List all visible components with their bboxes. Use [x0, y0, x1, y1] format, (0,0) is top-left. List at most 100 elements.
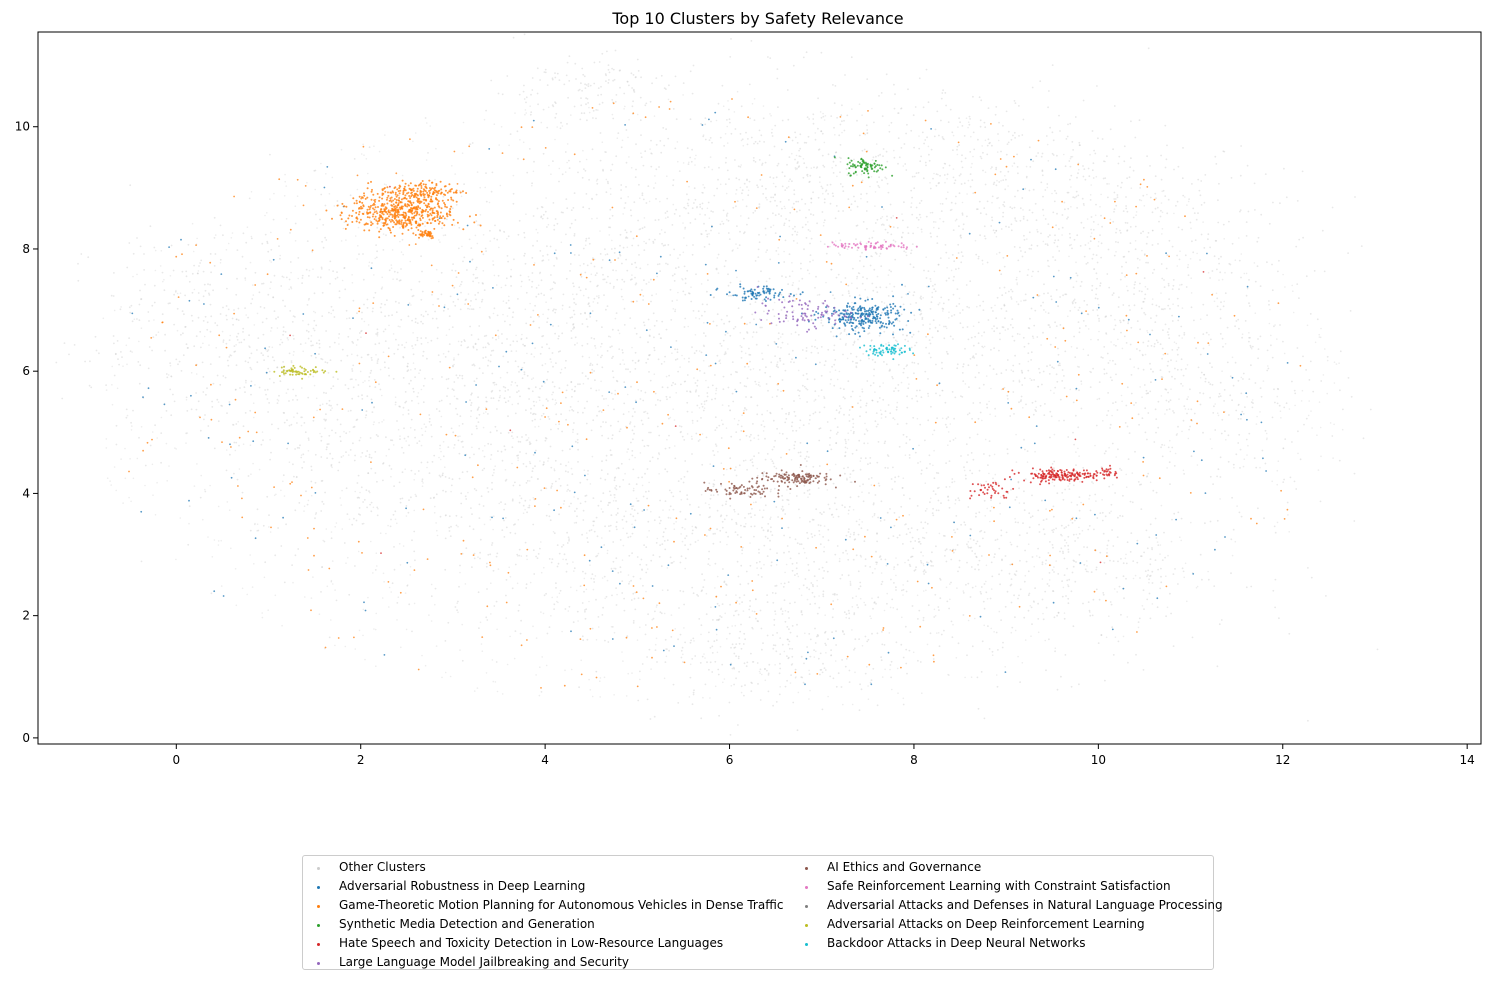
- other-clusters-point: [575, 521, 578, 524]
- other-clusters-point: [701, 303, 704, 306]
- other-clusters-point: [602, 492, 605, 495]
- other-clusters-point: [476, 409, 479, 411]
- other-clusters-point: [1165, 158, 1168, 161]
- other-clusters-point: [691, 586, 694, 589]
- other-clusters-point: [805, 216, 807, 219]
- other-clusters-point: [351, 340, 354, 343]
- other-clusters-point: [959, 234, 962, 237]
- other-clusters-point: [844, 472, 846, 475]
- other-clusters-point: [459, 564, 461, 567]
- other-clusters-point: [866, 380, 869, 382]
- other-clusters-point: [1046, 365, 1048, 368]
- other-clusters-point: [520, 337, 523, 340]
- other-clusters-point: [841, 630, 844, 632]
- other-clusters-point: [940, 296, 943, 299]
- other-clusters-point: [681, 526, 684, 529]
- other-clusters-point: [813, 166, 815, 169]
- other-clusters-point: [712, 619, 714, 621]
- other-clusters-point: [725, 531, 728, 534]
- other-clusters-point: [672, 184, 674, 187]
- other-clusters-point: [263, 359, 265, 361]
- other-clusters-point: [977, 294, 980, 296]
- other-clusters-point: [511, 316, 514, 319]
- other-clusters-point: [1086, 546, 1089, 549]
- other-clusters-point: [641, 510, 644, 512]
- other-clusters-point: [701, 405, 704, 408]
- other-clusters-point: [746, 178, 748, 181]
- other-clusters-point: [184, 294, 187, 297]
- other-clusters-point: [1037, 547, 1039, 550]
- other-clusters-point: [905, 169, 908, 171]
- other-clusters-point: [905, 435, 908, 438]
- other-clusters-point: [741, 601, 743, 603]
- other-clusters-point: [806, 586, 808, 589]
- other-clusters-point: [883, 330, 886, 333]
- other-clusters-point: [542, 412, 545, 415]
- other-clusters-point: [904, 338, 907, 341]
- other-clusters-point: [584, 572, 587, 575]
- other-clusters-point: [355, 419, 358, 421]
- other-clusters-point: [641, 289, 643, 291]
- other-clusters-point: [767, 672, 770, 675]
- other-clusters-point: [514, 532, 517, 535]
- other-clusters-point: [1062, 550, 1064, 553]
- other-clusters-point: [279, 380, 282, 383]
- other-clusters-point: [987, 107, 990, 109]
- other-clusters-point: [684, 282, 687, 285]
- other-clusters-point: [1058, 250, 1061, 252]
- other-clusters-point: [949, 549, 952, 551]
- other-clusters-point: [448, 477, 451, 479]
- other-clusters-point: [572, 428, 574, 431]
- other-clusters-point: [339, 435, 342, 438]
- other-clusters-point: [671, 300, 674, 302]
- other-clusters-point: [857, 533, 860, 536]
- other-clusters-point: [790, 674, 792, 676]
- other-clusters-point: [1004, 555, 1007, 557]
- other-clusters-point: [1113, 198, 1116, 200]
- other-clusters-point: [999, 332, 1001, 335]
- other-clusters-point: [692, 693, 695, 696]
- other-clusters-point: [237, 319, 240, 321]
- other-clusters-point: [638, 183, 640, 186]
- other-clusters-point: [1024, 187, 1027, 190]
- other-clusters-point: [958, 117, 960, 120]
- other-clusters-point: [787, 413, 790, 416]
- other-clusters-point: [199, 262, 202, 264]
- other-clusters-point: [964, 347, 966, 350]
- other-clusters-point: [1002, 256, 1005, 259]
- other-clusters-point: [806, 646, 808, 648]
- other-clusters-point: [636, 556, 639, 558]
- other-clusters-point: [886, 219, 888, 221]
- other-clusters-point: [758, 129, 761, 132]
- other-clusters-point: [923, 569, 926, 572]
- other-clusters-point: [941, 307, 944, 310]
- other-clusters-point: [912, 114, 915, 117]
- other-clusters-point: [470, 404, 472, 406]
- other-clusters-point: [1031, 556, 1034, 558]
- other-clusters-point: [870, 679, 873, 682]
- other-clusters-point: [807, 537, 809, 540]
- other-clusters-point: [802, 584, 805, 587]
- other-clusters-point: [376, 506, 379, 509]
- other-clusters-point: [717, 253, 720, 256]
- other-clusters-point: [368, 385, 371, 388]
- other-clusters-point: [679, 561, 682, 564]
- other-clusters-point: [675, 340, 678, 342]
- other-clusters-point: [995, 373, 998, 376]
- other-clusters-point: [645, 202, 648, 204]
- other-clusters-point: [639, 577, 642, 580]
- other-clusters-point: [506, 75, 509, 77]
- other-clusters-point: [636, 300, 638, 303]
- other-clusters-point: [910, 129, 913, 132]
- other-clusters-point: [138, 382, 141, 385]
- other-clusters-point: [400, 318, 403, 321]
- other-clusters-point: [535, 295, 538, 298]
- other-clusters-point: [691, 703, 694, 706]
- other-clusters-point: [933, 477, 936, 480]
- other-clusters-point: [726, 169, 729, 172]
- other-clusters-point: [643, 445, 646, 448]
- other-clusters-point: [712, 533, 715, 535]
- other-clusters-point: [931, 211, 934, 214]
- other-clusters-point: [767, 56, 769, 58]
- other-clusters-point: [963, 182, 966, 185]
